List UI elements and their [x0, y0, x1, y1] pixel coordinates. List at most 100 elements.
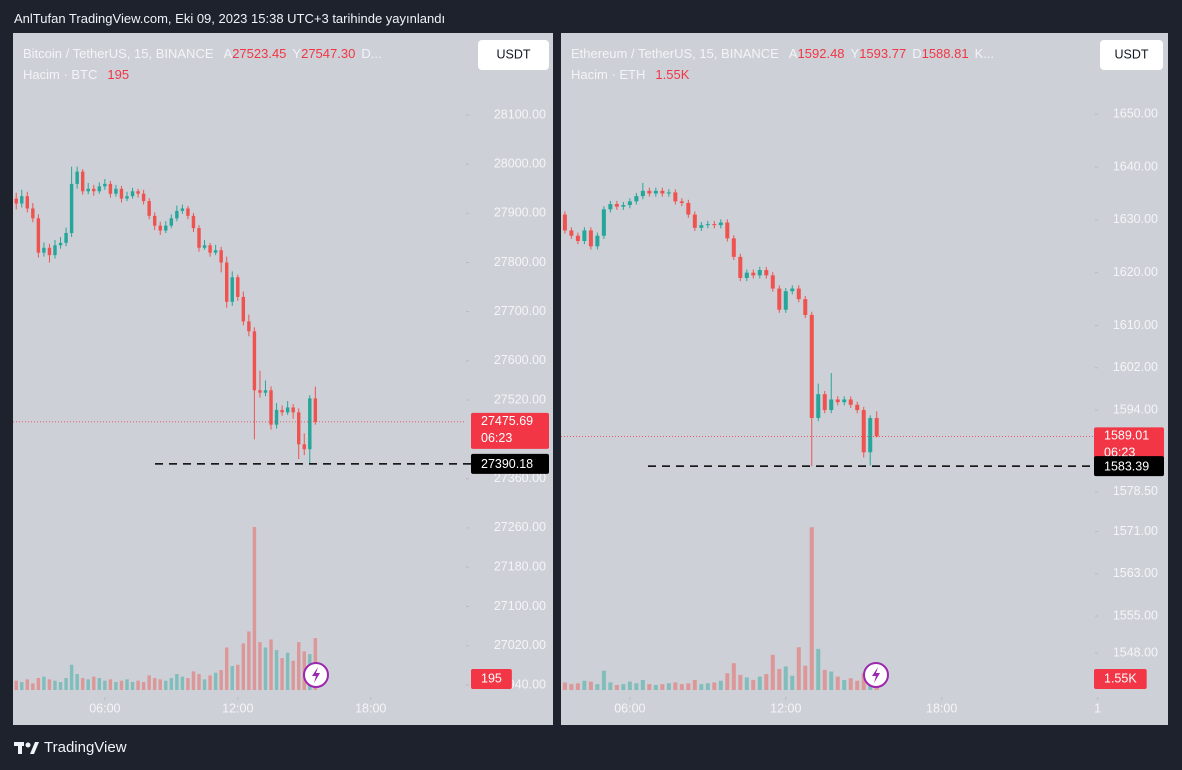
volume-bar — [640, 679, 645, 690]
volume-bar — [291, 660, 295, 690]
volume-bar — [608, 682, 613, 690]
volume-bar — [822, 669, 827, 690]
volume-bar — [175, 674, 179, 690]
volume-bar — [86, 679, 90, 690]
candle-body — [158, 225, 162, 231]
candle-body — [86, 188, 90, 192]
volume-bar — [125, 679, 129, 690]
candle-body — [119, 188, 124, 199]
candle-body — [64, 233, 68, 243]
volume-bar — [180, 676, 185, 690]
logo — [14, 742, 39, 754]
candle-body — [822, 394, 827, 411]
candle-body — [20, 196, 24, 204]
volume-bar — [744, 677, 749, 690]
candle-body — [114, 188, 118, 194]
volume-bar — [141, 682, 146, 690]
candle-body — [197, 228, 201, 248]
low-line-box — [471, 453, 549, 474]
y-tick-label: 28000.00 — [494, 157, 546, 171]
ohlc-key: A — [788, 46, 798, 61]
candle-body — [280, 409, 284, 413]
brand: TradingView — [44, 739, 127, 756]
candle-body — [608, 204, 613, 210]
volume-bar — [829, 671, 834, 690]
chart-panel: 28100.00 28000.00 27900.00 27800.00 27700.00… — [13, 33, 553, 725]
volume-bar — [119, 680, 124, 690]
candle-body — [679, 201, 684, 203]
candle-body — [136, 191, 140, 194]
ohlc-value: 27547.30 — [301, 46, 356, 61]
candle-body — [562, 214, 567, 231]
candle-body — [302, 444, 306, 450]
volume-bar — [582, 680, 587, 690]
candle-body — [614, 204, 619, 207]
y-tick-label: 27020.00 — [494, 638, 546, 652]
volume-bar — [731, 663, 736, 690]
candle-body — [75, 171, 79, 184]
volume-bar — [42, 676, 46, 690]
volume-bar — [169, 678, 174, 690]
volume-bar — [103, 680, 107, 690]
volume-bar — [108, 679, 113, 690]
volume-bar — [809, 527, 814, 690]
candle-body — [738, 256, 743, 278]
candle-body — [803, 299, 808, 315]
candle-body — [874, 418, 879, 437]
volume-title: Hacim · ETH — [571, 67, 646, 82]
y-tick-label: 1563.00 — [1113, 566, 1158, 580]
candle-body — [186, 208, 190, 216]
candle-body — [296, 412, 301, 445]
ohlc-key: Y — [292, 46, 302, 61]
candle-body — [692, 214, 697, 228]
volume-bar — [97, 678, 102, 690]
candle-body — [47, 247, 52, 256]
candle-body — [263, 390, 268, 393]
volume-bar — [247, 631, 251, 690]
candle-body — [103, 183, 107, 187]
alert-icon-bolt — [872, 667, 880, 683]
last-price-label: 1589.01 — [1104, 429, 1149, 443]
candle-body — [575, 235, 580, 242]
ohlc-key: D... — [361, 46, 382, 61]
candle-body — [308, 398, 312, 450]
low-line-box — [1094, 456, 1164, 477]
candle-body — [712, 224, 717, 226]
candle-body — [744, 272, 749, 278]
candle-body — [191, 215, 196, 229]
volume-bar — [595, 684, 600, 690]
ohlc-values: A1592.48 Y1593.77 D1588.81 K... — [783, 46, 994, 61]
volume-bar — [634, 683, 639, 690]
volume-bar — [738, 674, 743, 690]
candle-body — [125, 196, 129, 199]
candle-body — [224, 262, 229, 302]
x-tick-label: 18:00 — [926, 701, 957, 715]
y-tick-label: 1578.50 — [1113, 484, 1158, 498]
volume-bar — [58, 682, 63, 690]
candle-body — [92, 188, 96, 192]
volume-bar — [164, 680, 168, 690]
y-tick-label: 27260.00 — [494, 520, 546, 534]
volume-bar — [699, 684, 704, 690]
candle-body — [36, 218, 41, 253]
candle-body — [175, 210, 179, 219]
currency-button[interactable] — [478, 40, 549, 70]
volume-bar — [219, 670, 223, 690]
low-line-label: 1583.39 — [1104, 459, 1149, 473]
alert-icon-bolt — [312, 667, 320, 683]
volume-bar — [621, 684, 626, 690]
candle-body — [291, 407, 295, 413]
candle-body — [141, 193, 146, 202]
x-tick-label: 18:00 — [355, 701, 386, 715]
volume-bar — [280, 658, 284, 690]
currency-button[interactable] — [1100, 40, 1163, 70]
y-tick-label: 28100.00 — [494, 107, 546, 121]
countdown-label: 06:23 — [481, 431, 512, 445]
ohlc-key: D — [912, 46, 922, 61]
chart-panel: 1650.00 1640.00 1630.00 1620.00 1610.00 1602.… — [561, 33, 1168, 725]
volume-bar — [92, 676, 96, 690]
volume-value-label: 195 — [481, 671, 502, 685]
candle-body — [764, 270, 769, 276]
